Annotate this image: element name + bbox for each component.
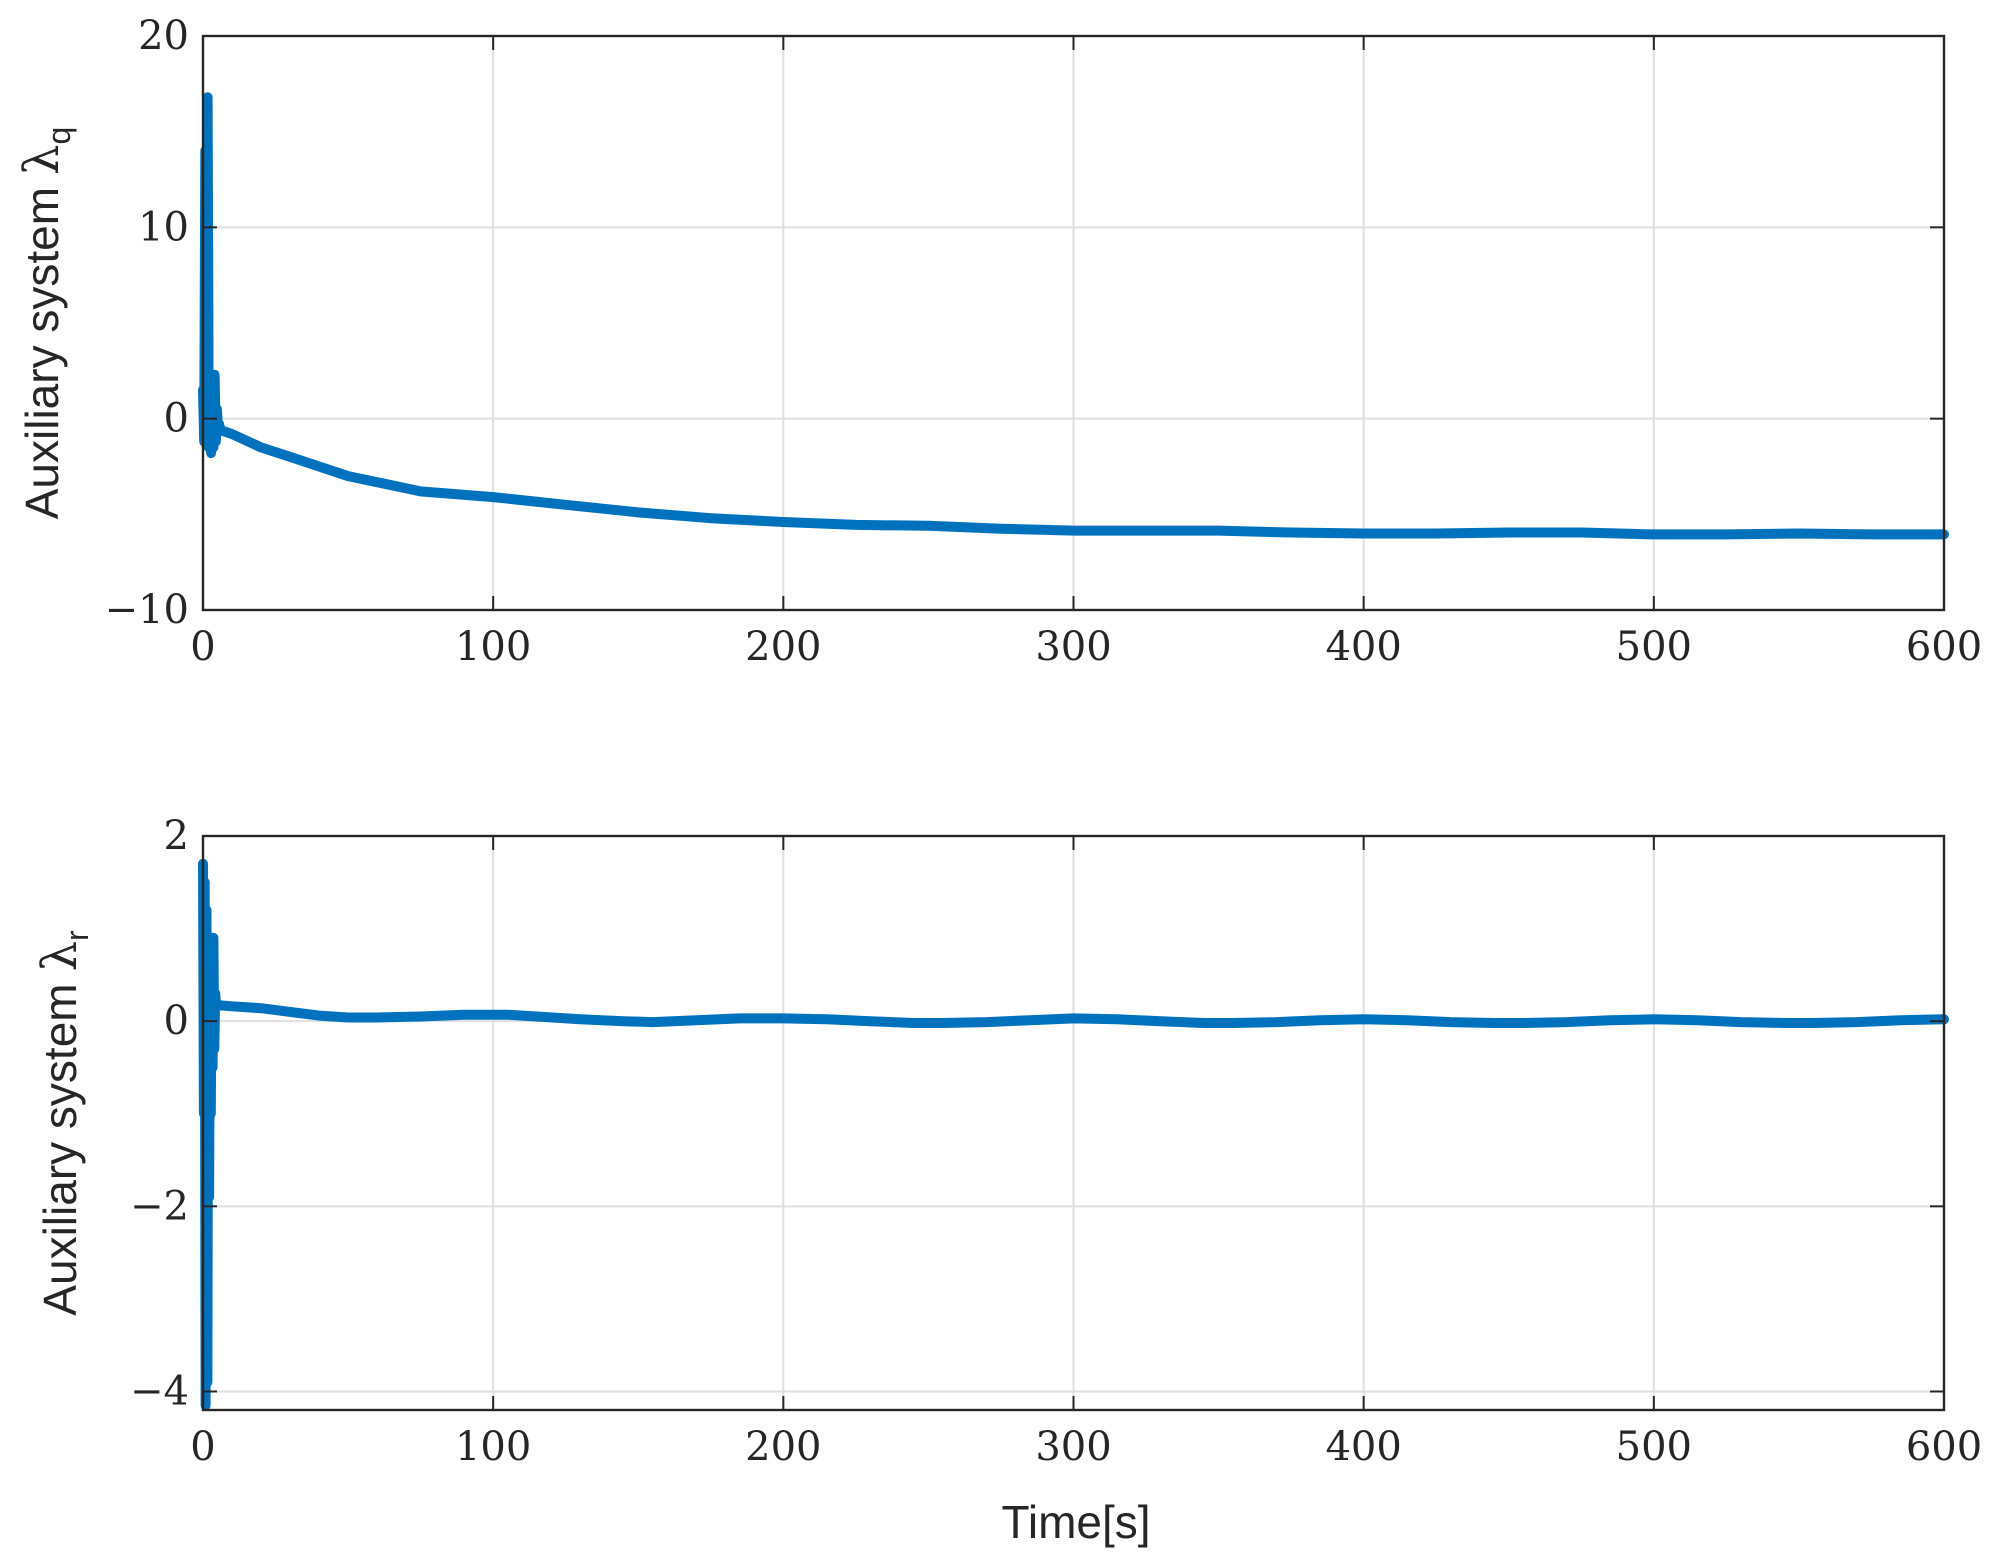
top-xtick-label-300: 300 xyxy=(1035,624,1111,670)
bottom-panel-ticks: 0 100 200 300 400 500 600 −4 −2 0 2 xyxy=(130,813,1982,1470)
top-xtick-label-500: 500 xyxy=(1616,624,1692,670)
bottom-xtick-label-200: 200 xyxy=(745,1424,821,1470)
bottom-xtick-label-0: 0 xyxy=(190,1424,215,1470)
top-panel-series xyxy=(198,92,1949,540)
bottom-xtick-label-300: 300 xyxy=(1035,1424,1111,1470)
bottom-xtick-label-400: 400 xyxy=(1325,1424,1401,1470)
bottom-series-line-0 xyxy=(198,858,1949,1411)
top-ytick-label-0: −10 xyxy=(105,587,189,633)
bottom-ytick-label-0: −4 xyxy=(130,1368,189,1414)
x-axis-label: Time[s] xyxy=(1001,1496,1150,1548)
bottom-ytick-label-2: 0 xyxy=(164,998,189,1044)
top-panel-ylabel-subscript: q xyxy=(41,127,77,145)
top-panel-ylabel-symbol: λ xyxy=(14,145,70,175)
bottom-xtick-label-600: 600 xyxy=(1906,1424,1982,1470)
bottom-ytick-label-1: −2 xyxy=(130,1183,189,1229)
top-ytick-label-3: 20 xyxy=(138,13,189,59)
bottom-panel-ylabel: Auxiliary system λr xyxy=(32,930,95,1316)
bottom-panel-series xyxy=(198,858,1949,1411)
top-xtick-label-100: 100 xyxy=(455,624,531,670)
bottom-xtick-label-500: 500 xyxy=(1616,1424,1692,1470)
top-xtick-label-0: 0 xyxy=(190,624,215,670)
bottom-panel-ylabel-subscript: r xyxy=(59,930,95,941)
top-xtick-label-600: 600 xyxy=(1906,624,1982,670)
bottom-panel-ylabel-symbol: λ xyxy=(32,941,88,971)
bottom-ytick-label-3: 2 xyxy=(164,813,189,859)
top-panel-ylabel: Auxiliary system λq xyxy=(14,127,77,520)
top-ytick-label-2: 10 xyxy=(138,204,189,250)
top-panel-grid xyxy=(203,36,1944,610)
top-series-line-0 xyxy=(198,92,1949,540)
top-xtick-label-200: 200 xyxy=(745,624,821,670)
bottom-panel-lambda-r: 0 100 200 300 400 500 600 −4 −2 0 2 Auxiliary syst… xyxy=(32,813,1982,1470)
top-ytick-label-1: 0 xyxy=(164,396,189,442)
top-panel-ylabel-text: Auxiliary system xyxy=(16,187,68,519)
top-xtick-label-400: 400 xyxy=(1325,624,1401,670)
bottom-xtick-label-100: 100 xyxy=(455,1424,531,1470)
bottom-panel-ylabel-text: Auxiliary system xyxy=(34,983,86,1315)
